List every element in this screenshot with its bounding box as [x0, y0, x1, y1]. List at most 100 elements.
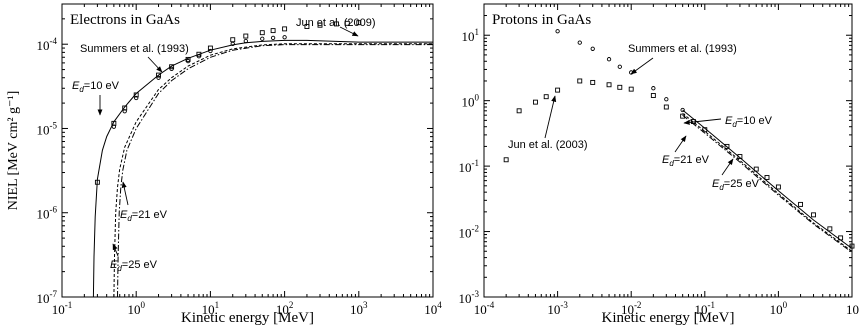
series	[555, 29, 685, 113]
data-point-square	[724, 143, 730, 149]
data-point-square	[798, 201, 804, 207]
x-tick-label: 104	[424, 300, 442, 317]
data-point-square	[196, 51, 202, 57]
panel-title: Electrons in GaAs	[70, 12, 180, 28]
data-point-circle	[270, 35, 276, 40]
annotation-arrow	[630, 57, 654, 75]
y-tick-label: 10-6	[37, 205, 58, 222]
annotation-arrow	[674, 135, 687, 153]
x-tick-label: 10-1	[695, 300, 716, 317]
data-point-square	[169, 64, 175, 70]
series	[682, 114, 852, 253]
data-point-circle	[169, 66, 174, 71]
data-point-circle	[590, 46, 595, 51]
x-tick-label: 10	[846, 302, 859, 317]
data-point-square	[827, 226, 833, 232]
annotation-label: Summers et al. (1993)	[80, 43, 189, 55]
annotation-label: Jun et al. (2009)	[296, 17, 376, 29]
panel-title: Protons in GaAs	[492, 12, 591, 28]
data-point-square	[243, 33, 249, 39]
data-point-circle	[606, 57, 612, 62]
plot-frame	[483, 3, 853, 298]
series	[92, 39, 433, 297]
data-point-square	[617, 84, 623, 90]
x-tick-label: 101	[202, 300, 220, 317]
data-point-square	[259, 30, 265, 36]
x-tick-label: 10-2	[621, 300, 642, 317]
y-tick-label: 10-3	[459, 289, 480, 306]
x-tick-label: 100	[127, 300, 145, 317]
x-tick-label: 10-1	[52, 300, 73, 317]
threshold-energy-label: Ed=25 eV	[712, 178, 760, 192]
series-line	[682, 114, 852, 253]
electrons-panel: 10-1 100 101 102 103 104 10-7 10-6 10-5 10-4 Kinet…	[6, 3, 442, 326]
data-point-square	[334, 21, 339, 27]
plot-frame	[61, 3, 434, 298]
annotation-arrow	[147, 56, 163, 73]
series	[682, 109, 852, 249]
y-tick-label: 10-7	[37, 289, 58, 306]
data-point-square	[650, 93, 656, 98]
data-point-circle	[230, 41, 235, 46]
y-tick-label: 100	[462, 93, 480, 110]
annotation-label: Summers et al. (1993)	[628, 43, 737, 55]
data-point-square	[811, 212, 816, 218]
data-point-circle	[111, 124, 117, 129]
threshold-energy-label: Ed=21 eV	[120, 209, 168, 223]
data-point-square	[764, 175, 770, 180]
data-point-square	[156, 72, 161, 78]
data-point-square	[230, 37, 236, 43]
data-point-circle	[680, 107, 685, 113]
data-point-circle	[282, 35, 287, 40]
y-tick-label: 10-4	[37, 36, 58, 53]
y-tick-label: 10-1	[459, 158, 480, 175]
data-point-square	[628, 86, 634, 92]
threshold-energy-label: Ed=10 eV	[72, 80, 120, 94]
x-tick-label: 102	[276, 300, 294, 317]
y-tick-label: 10-5	[37, 120, 58, 137]
annotation-label: Jun et al. (2003)	[508, 139, 588, 151]
series-line	[117, 44, 433, 297]
protons-panel: 10-4 10-3 10-2 10-1 100 1010-310-210-1100101K…	[459, 3, 859, 326]
data-point-circle	[260, 36, 265, 41]
data-point-square	[356, 20, 362, 26]
x-tick-label: 10-4	[474, 300, 495, 317]
series-line	[682, 109, 852, 249]
series	[113, 43, 433, 297]
data-point-circle	[577, 40, 582, 45]
data-point-square	[282, 26, 288, 32]
series-line	[682, 113, 852, 252]
data-point-square	[317, 22, 323, 28]
data-point-square	[555, 87, 561, 93]
threshold-energy-label: Ed=10 eV	[725, 115, 773, 129]
series	[682, 113, 852, 252]
x-tick-label: 103	[350, 300, 368, 317]
x-axis-label: Kinetic energy [MeV]	[181, 310, 314, 326]
data-point-square	[304, 24, 310, 29]
data-point-square	[532, 99, 538, 105]
data-point-square	[775, 184, 781, 190]
data-point-square	[606, 82, 612, 88]
data-point-circle	[555, 29, 560, 34]
y-tick-label: 10-2	[459, 224, 480, 241]
threshold-energy-label: Ed=25 eV	[110, 259, 158, 273]
data-point-square	[344, 20, 350, 26]
y-tick-label: 101	[462, 27, 480, 44]
data-point-square	[543, 94, 549, 100]
data-point-square	[663, 104, 669, 110]
data-point-circle	[664, 97, 669, 102]
data-point-square	[590, 79, 596, 85]
threshold-energy-label: Ed=21 eV	[662, 154, 710, 168]
data-point-circle	[617, 64, 622, 69]
annotation-arrow	[339, 26, 359, 37]
data-point-circle	[651, 86, 656, 91]
series-line	[113, 43, 433, 297]
data-point-square	[577, 78, 583, 84]
annotation-arrow	[683, 118, 722, 125]
data-point-circle	[122, 109, 127, 114]
data-point-square	[680, 113, 686, 119]
data-point-circle	[185, 58, 191, 64]
x-axis-label: Kinetic energy [MeV]	[601, 310, 734, 326]
annotation-arrow	[544, 95, 557, 139]
